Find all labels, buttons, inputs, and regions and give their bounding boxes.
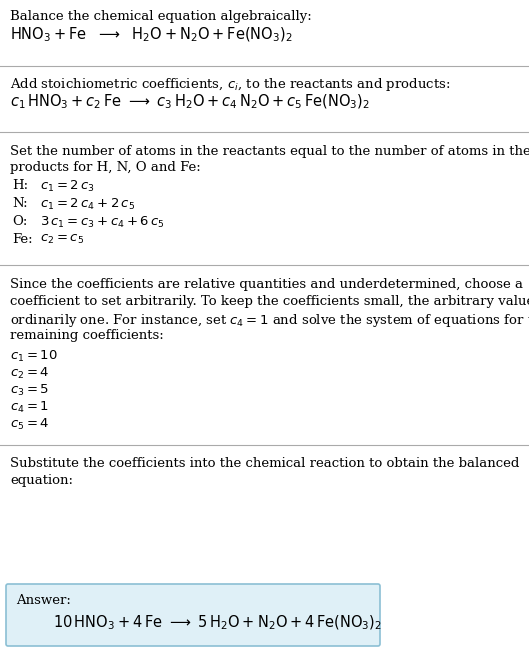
- Text: equation:: equation:: [10, 474, 73, 487]
- Text: H:: H:: [12, 179, 28, 192]
- Text: $\mathrm{HNO_3 + Fe\ \ \longrightarrow\ \ H_2O + N_2O + Fe(NO_3)_2}$: $\mathrm{HNO_3 + Fe\ \ \longrightarrow\ …: [10, 26, 293, 45]
- Text: Since the coefficients are relative quantities and underdetermined, choose a: Since the coefficients are relative quan…: [10, 278, 523, 291]
- Text: Add stoichiometric coefficients, $c_i$, to the reactants and products:: Add stoichiometric coefficients, $c_i$, …: [10, 76, 450, 93]
- Text: $c_1\,\mathrm{HNO_3} + c_2\,\mathrm{Fe}\ \longrightarrow\ c_3\,\mathrm{H_2O} + c: $c_1\,\mathrm{HNO_3} + c_2\,\mathrm{Fe}\…: [10, 93, 370, 111]
- Text: products for H, N, O and Fe:: products for H, N, O and Fe:: [10, 161, 200, 174]
- Text: $3\,c_1 = c_3 + c_4 + 6\,c_5$: $3\,c_1 = c_3 + c_4 + 6\,c_5$: [40, 215, 165, 230]
- Text: Balance the chemical equation algebraically:: Balance the chemical equation algebraica…: [10, 10, 312, 23]
- Text: $c_1 = 2\,c_3$: $c_1 = 2\,c_3$: [40, 179, 95, 194]
- Text: Set the number of atoms in the reactants equal to the number of atoms in the: Set the number of atoms in the reactants…: [10, 145, 529, 158]
- FancyBboxPatch shape: [6, 584, 380, 646]
- Text: $c_3 = 5$: $c_3 = 5$: [10, 383, 49, 398]
- Text: Substitute the coefficients into the chemical reaction to obtain the balanced: Substitute the coefficients into the che…: [10, 457, 519, 470]
- Text: Fe:: Fe:: [12, 233, 33, 246]
- Text: $c_1 = 2\,c_4 + 2\,c_5$: $c_1 = 2\,c_4 + 2\,c_5$: [40, 197, 135, 212]
- Text: remaining coefficients:: remaining coefficients:: [10, 329, 164, 342]
- Text: $c_2 = c_5$: $c_2 = c_5$: [40, 233, 84, 246]
- Text: $c_4 = 1$: $c_4 = 1$: [10, 400, 49, 415]
- Text: $c_2 = 4$: $c_2 = 4$: [10, 366, 49, 381]
- Text: coefficient to set arbitrarily. To keep the coefficients small, the arbitrary va: coefficient to set arbitrarily. To keep …: [10, 295, 529, 308]
- Text: O:: O:: [12, 215, 28, 228]
- Text: $10\,\mathrm{HNO_3} + 4\,\mathrm{Fe}\ \longrightarrow\ 5\,\mathrm{H_2O} + \mathr: $10\,\mathrm{HNO_3} + 4\,\mathrm{Fe}\ \l…: [53, 614, 382, 632]
- Text: $c_5 = 4$: $c_5 = 4$: [10, 417, 49, 432]
- Text: $c_1 = 10$: $c_1 = 10$: [10, 349, 58, 364]
- Text: N:: N:: [12, 197, 28, 210]
- Text: Answer:: Answer:: [16, 594, 71, 607]
- Text: ordinarily one. For instance, set $c_4 = 1$ and solve the system of equations fo: ordinarily one. For instance, set $c_4 =…: [10, 312, 529, 329]
